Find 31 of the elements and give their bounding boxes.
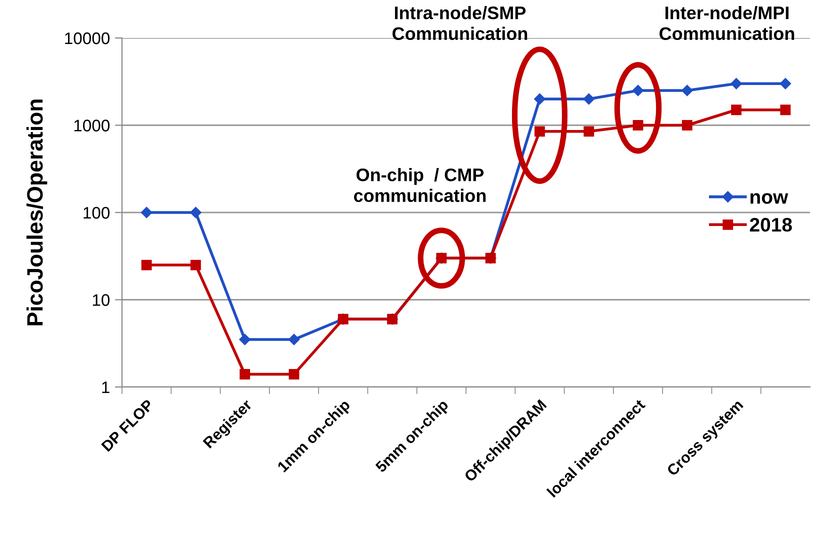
legend-label: 2018: [750, 218, 792, 232]
point: [288, 334, 300, 346]
y-axis-title: PicoJoules/Operation: [26, 100, 48, 326]
point: [731, 104, 742, 116]
point: [140, 206, 152, 218]
annotation: Intra-node/SMP Communication: [392, 6, 528, 40]
point: [584, 126, 594, 137]
point: [780, 104, 791, 116]
point: [682, 120, 692, 130]
y-tick-label: 1: [102, 382, 110, 394]
y-tick-label: 10: [92, 294, 110, 306]
point: [583, 93, 594, 105]
point: [288, 369, 300, 380]
point: [239, 334, 250, 346]
point: [190, 206, 202, 218]
point: [780, 78, 792, 90]
point: [730, 78, 742, 90]
point: [534, 126, 545, 137]
point: [632, 120, 644, 130]
point: [240, 369, 250, 380]
point: [190, 260, 201, 270]
y-tick-label: 1000: [74, 120, 110, 132]
point: [141, 260, 152, 270]
annotation: Inter-node/MPI Communication: [660, 6, 794, 40]
y-tick-label: 100: [84, 206, 110, 219]
point: [534, 93, 546, 105]
annotation: On-chip / CMP communication: [354, 168, 486, 202]
point: [682, 84, 693, 96]
y-tick-label: 10000: [65, 32, 110, 44]
legend-label: now: [750, 193, 788, 204]
point: [632, 84, 644, 96]
